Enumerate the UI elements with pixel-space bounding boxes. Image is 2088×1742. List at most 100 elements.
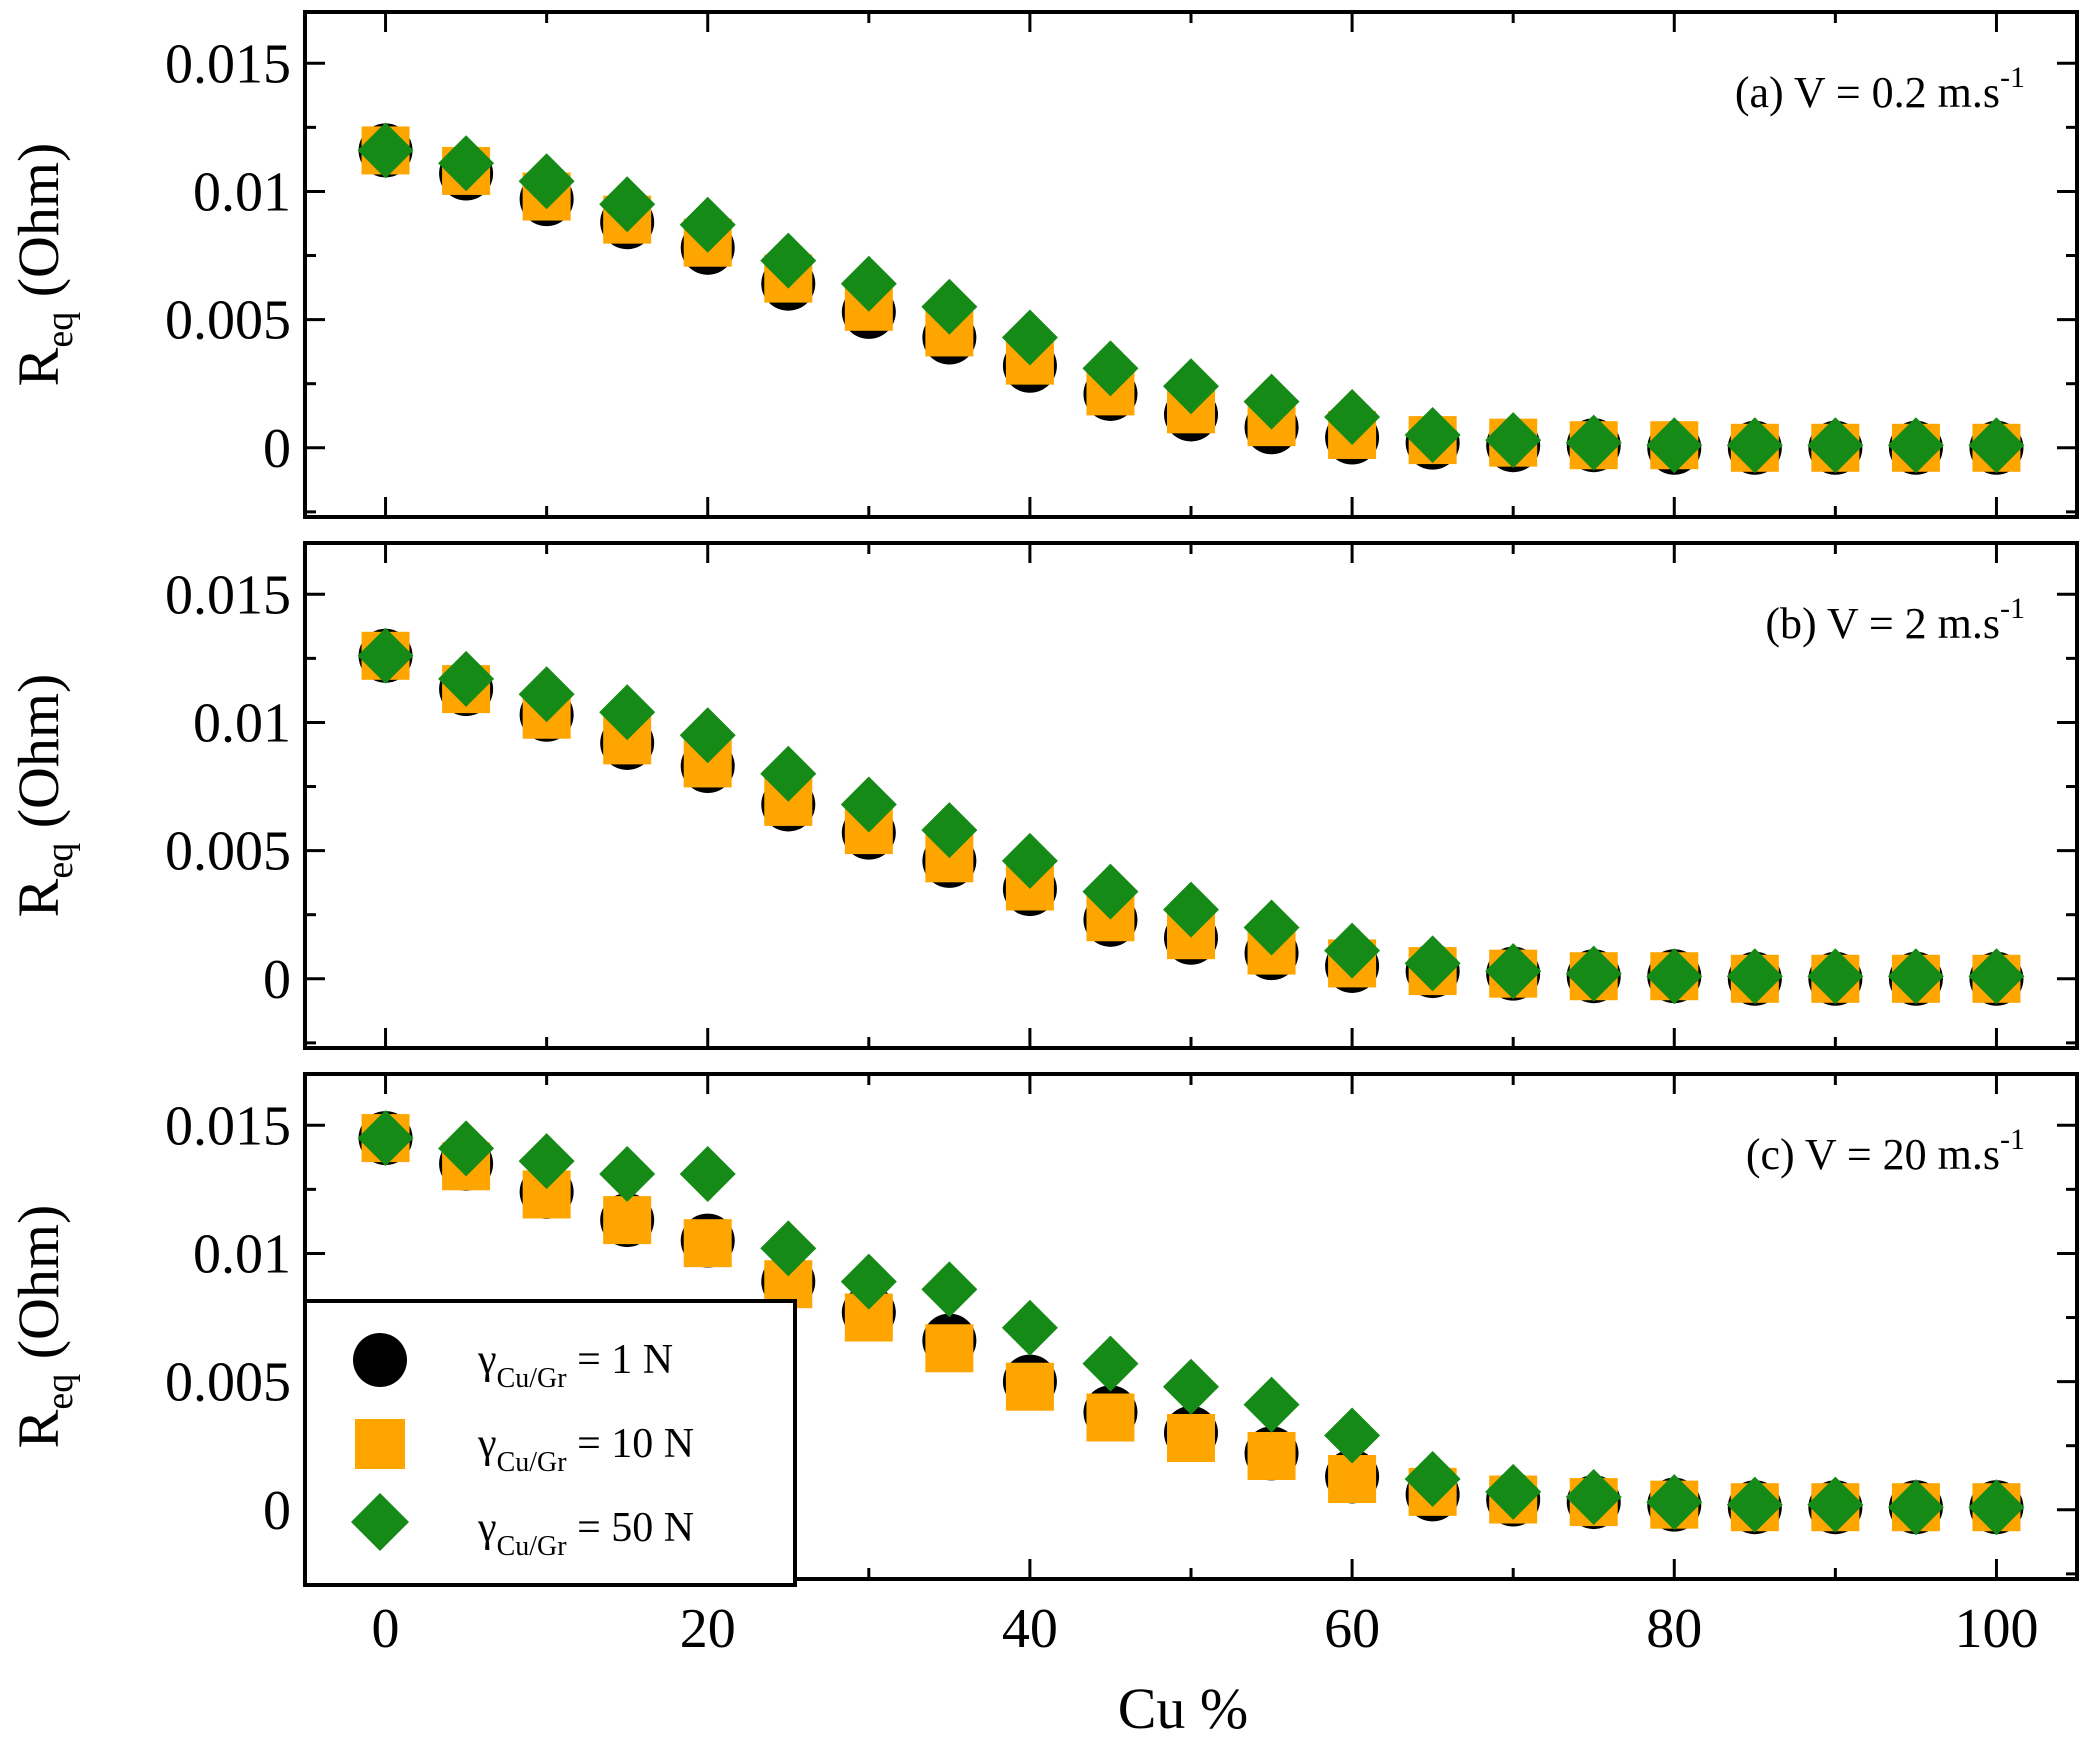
panel-c-series-2-point xyxy=(1086,1393,1135,1442)
legend-marker-square xyxy=(355,1419,405,1469)
panel-c-ytick-label: 0.005 xyxy=(165,1352,291,1414)
panel-c-ytick-label: 0.015 xyxy=(165,1095,291,1157)
panel-a-series-3-point xyxy=(1163,358,1219,415)
panel-b-series-3-point xyxy=(438,650,495,707)
panel-a-series-3-point xyxy=(1324,389,1381,446)
panel-a-ytick-label: 0.01 xyxy=(193,161,291,223)
panel-c-annotation: (c) V = 20 m.s-1 xyxy=(1746,1123,2025,1179)
legend-marker-circle xyxy=(353,1333,407,1387)
panel-c-series-3-point xyxy=(1485,1463,1542,1520)
panel-c-series-2-point xyxy=(1247,1431,1296,1480)
panel-a-series-3-point xyxy=(1001,309,1058,366)
panel-a-series-3-point xyxy=(1565,414,1622,471)
panel-b: 0 0.005 0.01 0.015 Req (Ohm) (b) V = 2 m.s-1 xyxy=(6,541,2079,1050)
panel-b-series-3-point xyxy=(1646,948,1703,1005)
panel-a-series-3-point xyxy=(1968,417,2025,474)
panel-b-series-3-point xyxy=(921,802,978,859)
panel-a-series-3-point xyxy=(1485,412,1542,469)
panel-c-series-3-point xyxy=(1968,1479,2025,1536)
panel-b-y-axis-label: Req (Ohm) xyxy=(6,674,81,918)
panel-a-series-3-point xyxy=(1646,417,1703,474)
panel-b-series-3-point xyxy=(679,707,736,764)
panel-b-series-3-point xyxy=(1082,863,1139,920)
xtick-label: 20 xyxy=(680,1598,736,1660)
panel-b-series-3-point xyxy=(840,776,897,833)
xtick-label: 0 xyxy=(372,1598,400,1660)
panel-c-series-3-point xyxy=(438,1120,495,1177)
panel-c-series-2-point xyxy=(683,1219,732,1268)
panel-c-series-3-point xyxy=(1082,1335,1139,1392)
panel-b-series-3-point xyxy=(518,666,575,723)
panel-c: 0 0.005 0.01 0.015 0 20 40 60 80 100 Req (Ohm) (c) … xyxy=(6,1072,2079,1660)
panel-a-series-3-point xyxy=(1726,417,1783,474)
panel-c-y-axis-label: Req (Ohm) xyxy=(6,1205,81,1449)
xtick-label: 40 xyxy=(1002,1598,1058,1660)
panel-b-annotation: (b) V = 2 m.s-1 xyxy=(1765,592,2025,648)
panel-a-series-3-point xyxy=(1082,340,1139,397)
panel-c-series-3-point xyxy=(679,1145,736,1202)
panel-b-series-3-point xyxy=(1404,935,1461,992)
panel-a-series-3-point xyxy=(599,176,656,233)
panel-b-ytick-label: 0 xyxy=(263,949,291,1011)
panel-a-series-3-point xyxy=(921,278,978,335)
legend-label-2: γCu/Gr = 10 N xyxy=(477,1421,694,1478)
panel-a-series-3-point xyxy=(357,122,414,179)
panel-b-series-3-point xyxy=(1485,943,1542,1000)
panel-c-series-3-point xyxy=(921,1261,978,1318)
panel-c-series-3-point xyxy=(1646,1474,1703,1531)
panel-b-series-3-point xyxy=(1726,948,1783,1005)
panel-a-series-3-point xyxy=(1243,373,1300,430)
panel-c-ytick-label: 0 xyxy=(263,1480,291,1542)
panel-c-series-3-point xyxy=(599,1145,656,1202)
panel-c-series-3-point xyxy=(1001,1299,1058,1356)
panel-a: 0 0.005 0.01 0.015 Req (Ohm) (a) V = 0.2 m.s-… xyxy=(6,10,2079,519)
panel-c-series-3-point xyxy=(518,1133,575,1190)
panel-a-series-3-point xyxy=(438,135,495,192)
panel-b-series-3-point xyxy=(1565,945,1622,1002)
x-axis-label: Cu % xyxy=(1118,1676,1249,1741)
panel-b-series-3-point xyxy=(1243,899,1300,956)
panel-b-series-3-point xyxy=(1001,832,1058,889)
panel-c-series-3-point xyxy=(840,1253,897,1310)
panel-a-annotation: (a) V = 0.2 m.s-1 xyxy=(1735,61,2025,117)
panel-c-series-2-point xyxy=(603,1196,652,1245)
panel-b-series-3-point xyxy=(357,627,414,684)
panel-c-series-3-point xyxy=(1807,1476,1864,1533)
panel-a-series-3-point xyxy=(1887,417,1944,474)
panel-c-series-3-point xyxy=(1243,1376,1300,1433)
panel-b-ytick-label: 0.005 xyxy=(165,821,291,883)
xtick-label: 60 xyxy=(1324,1598,1380,1660)
panel-b-series-3-point xyxy=(760,745,817,802)
panel-c-series-3-point xyxy=(357,1110,414,1167)
legend: γCu/Gr = 1 N γCu/Gr = 10 N γCu/Gr = 50 N xyxy=(303,1299,797,1587)
panel-c-series-3-point xyxy=(1404,1451,1461,1508)
panel-b-ytick-label: 0.015 xyxy=(165,564,291,626)
panel-c-series-3-point xyxy=(1163,1358,1219,1415)
panel-a-ytick-label: 0 xyxy=(263,418,291,480)
panel-c-series-2-point xyxy=(925,1324,974,1373)
panel-c-series-2-point xyxy=(1167,1414,1215,1463)
panel-c-series-3-point xyxy=(1324,1407,1381,1464)
panel-a-series-3-point xyxy=(760,232,817,289)
panel-a-series-3-point xyxy=(679,196,736,253)
panel-b-series-3-point xyxy=(1807,948,1864,1005)
panel-c-series-3-point xyxy=(1887,1479,1944,1536)
legend-label-1: γCu/Gr = 1 N xyxy=(477,1337,673,1394)
panel-b-series-3-point xyxy=(1163,881,1219,938)
panel-b-series-3-point xyxy=(599,684,656,741)
panel-b-ytick-label: 0.01 xyxy=(193,692,291,754)
panel-c-series-2-point xyxy=(1005,1362,1054,1411)
panel-a-series-3-point xyxy=(840,255,897,312)
panel-a-ytick-label: 0.015 xyxy=(165,33,291,95)
panel-b-series-3-point xyxy=(1968,948,2025,1005)
panel-c-series-3-point xyxy=(1726,1476,1783,1533)
panel-c-ytick-label: 0.01 xyxy=(193,1223,291,1285)
panel-a-series-3-point xyxy=(518,153,575,210)
legend-marker-diamond xyxy=(351,1493,409,1551)
panel-a-series-3-point xyxy=(1807,417,1864,474)
panel-c-series-3-point xyxy=(760,1220,817,1277)
xtick-label: 100 xyxy=(1954,1598,2038,1660)
panel-a-series-3-point xyxy=(1404,406,1461,463)
xtick-label: 80 xyxy=(1646,1598,1702,1660)
